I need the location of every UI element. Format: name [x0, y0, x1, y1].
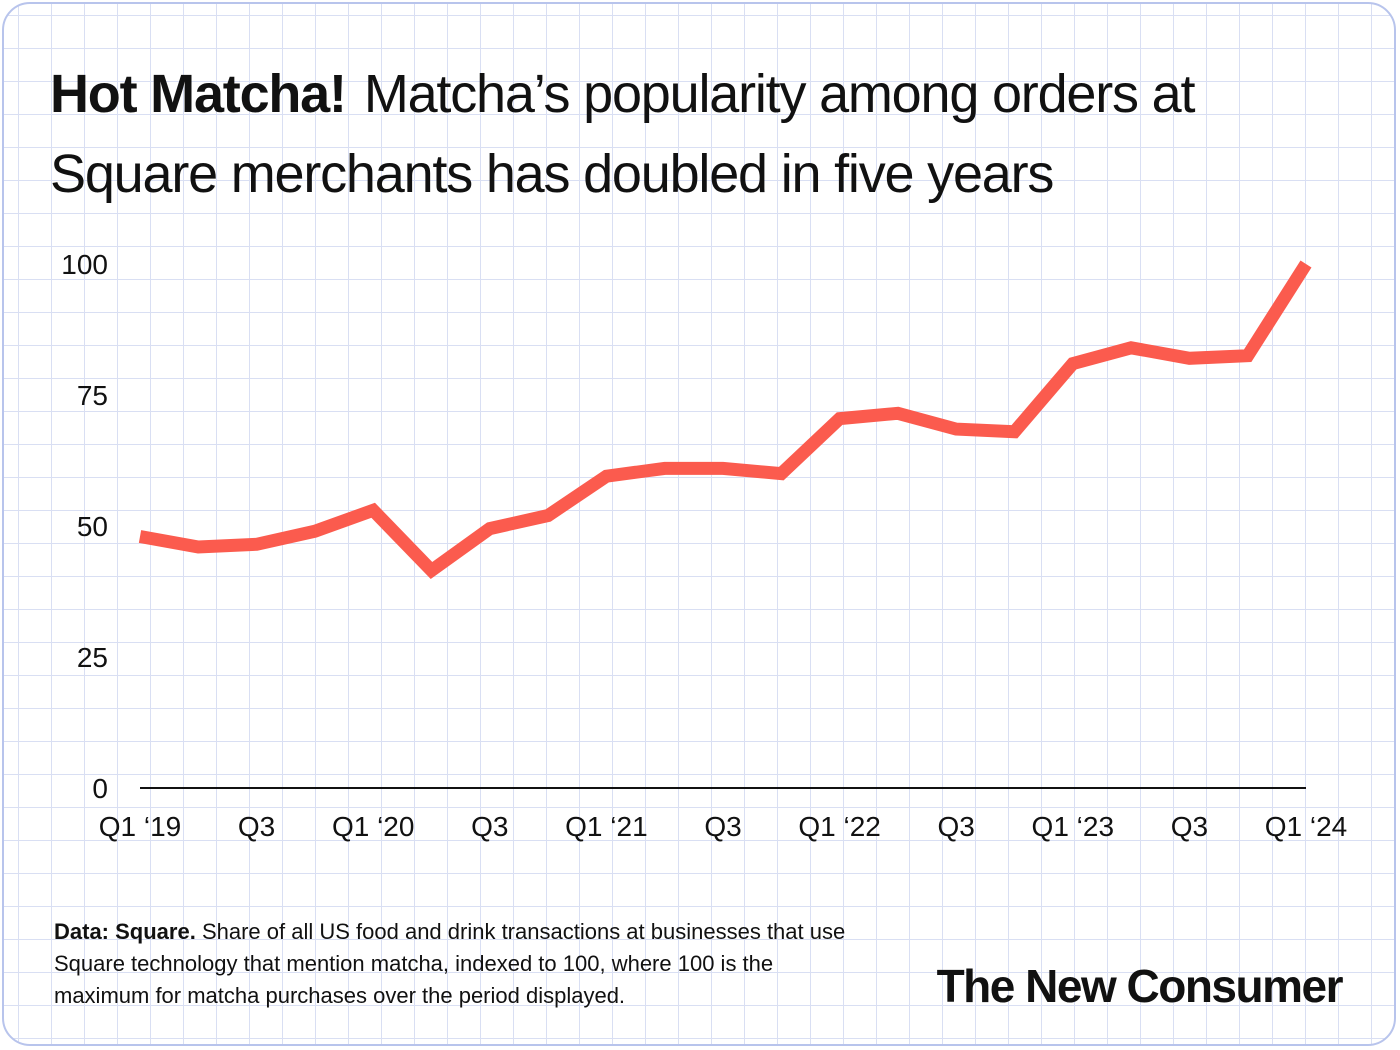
x-tick-label: Q1 ‘22 — [798, 811, 881, 842]
title-text: Matcha’s popularity among orders at Squa… — [50, 64, 1195, 204]
y-tick-label: 100 — [61, 249, 108, 280]
y-tick-label: 0 — [92, 773, 108, 804]
x-tick-label: Q3 — [938, 811, 975, 842]
chart-title: Hot Matcha! Matcha’s popularity among ord… — [50, 54, 1370, 214]
y-tick-label: 50 — [77, 511, 108, 542]
x-tick-label: Q1 ‘21 — [565, 811, 648, 842]
x-tick-label: Q3 — [1171, 811, 1208, 842]
series-line — [138, 260, 1312, 580]
x-tick-label: Q3 — [471, 811, 508, 842]
footnote: Data: Square. Share of all US food and d… — [54, 916, 854, 1012]
y-tick-label: 25 — [77, 642, 108, 673]
footnote-source: Data: Square. — [54, 919, 196, 944]
title-highlight: Hot Matcha! — [50, 64, 347, 124]
x-tick-label: Q1 ‘20 — [332, 811, 415, 842]
x-tick-label: Q3 — [704, 811, 741, 842]
x-tick-label: Q1 ‘23 — [1032, 811, 1115, 842]
y-tick-label: 75 — [77, 380, 108, 411]
footnote-text: Share of all US food and drink transacti… — [54, 919, 846, 1008]
x-tick-label: Q1 ‘19 — [99, 811, 182, 842]
x-tick-label: Q1 ‘24 — [1265, 811, 1348, 842]
x-tick-label: Q3 — [238, 811, 275, 842]
brand-logo: The New Consumer — [936, 960, 1344, 1012]
line-chart: 0 25 50 75 100 Q1 ‘19 Q3 Q1 ‘20 Q3 Q1 ‘21 Q3 Q1 ‘22… — [61, 249, 1348, 842]
